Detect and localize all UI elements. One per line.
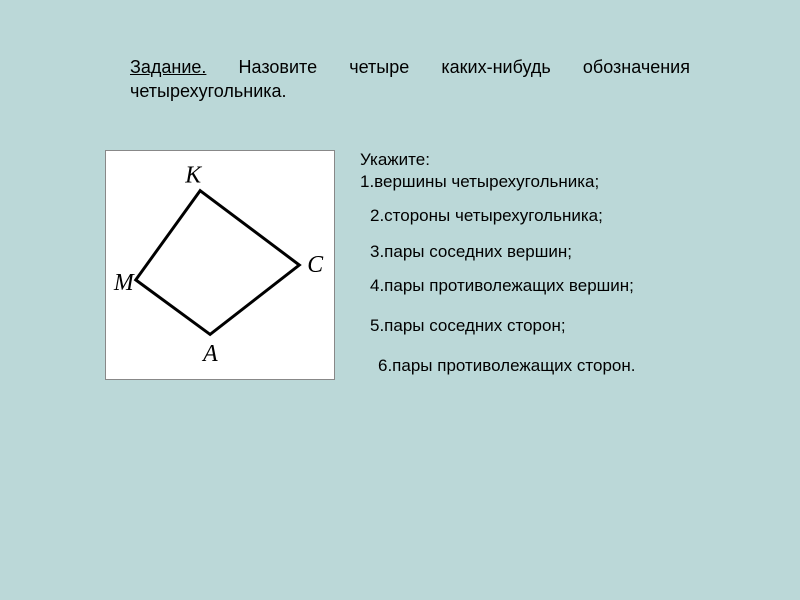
questions-intro: Укажите: <box>360 150 700 170</box>
question-5: 5.пары соседних сторон; <box>370 316 700 336</box>
question-1: 1.вершины четырехугольника; <box>360 172 700 192</box>
question-6: 6.пары противолежащих сторон. <box>378 356 700 376</box>
vertex-label-A: A <box>201 341 218 367</box>
questions-block: Укажите: 1.вершины четырехугольника; 2.с… <box>360 150 700 376</box>
vertex-label-C: C <box>307 252 324 278</box>
task-header: Задание. Назовите четыре каких-нибудь об… <box>130 55 690 104</box>
quadrilateral-svg: K C A M <box>106 151 334 379</box>
vertex-label-K: K <box>184 163 202 189</box>
task-label: Задание. <box>130 57 206 77</box>
task-text: Назовите четыре каких-нибудь обозначения… <box>130 57 690 101</box>
question-3: 3.пары соседних вершин; <box>370 242 700 262</box>
figure-box: K C A M <box>105 150 335 380</box>
question-2: 2.стороны четырехугольника; <box>370 206 700 226</box>
quadrilateral-shape <box>136 191 300 335</box>
question-4: 4.пары противолежащих вершин; <box>370 276 700 296</box>
vertex-label-M: M <box>113 270 135 296</box>
